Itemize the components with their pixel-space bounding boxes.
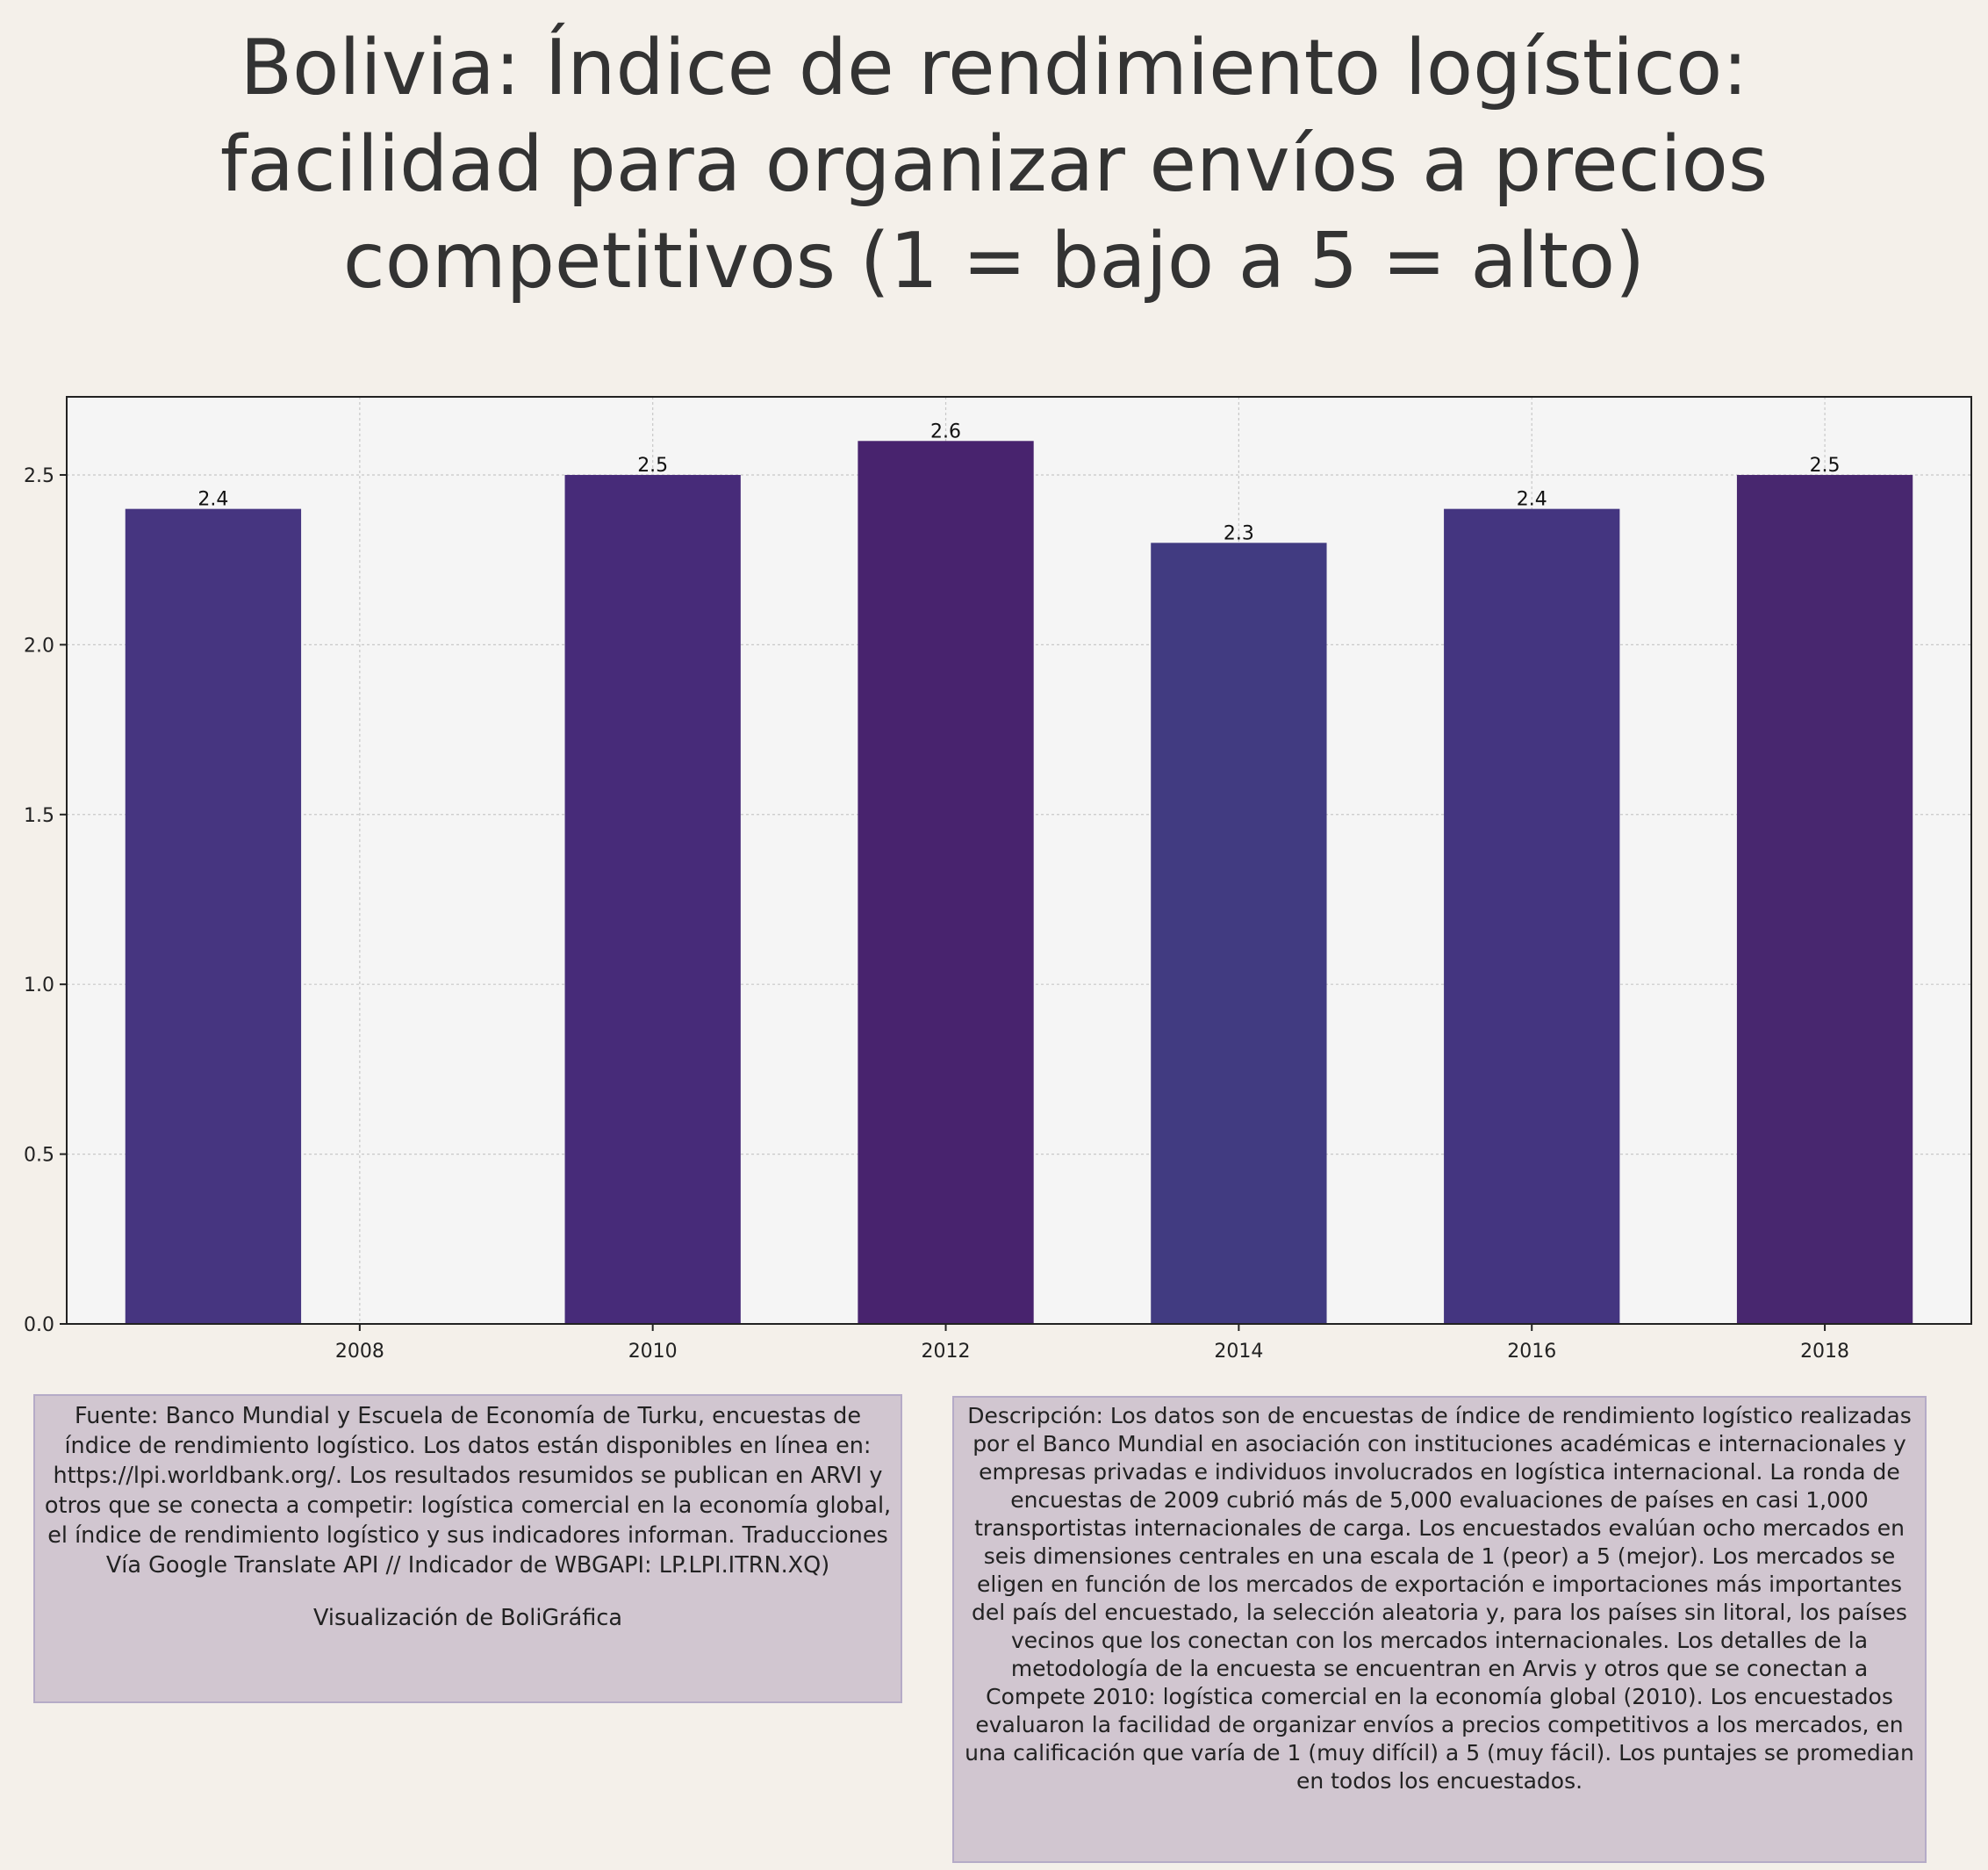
y-tick-label: 0.0 [24, 1314, 54, 1336]
chart-title-line-3: competitivos (1 = bajo a 5 = alto) [342, 216, 1646, 306]
x-tick-label: 2018 [1800, 1341, 1849, 1363]
bar-2007 [125, 508, 302, 1324]
chart-title-line-1: Bolivia: Índice de rendimiento logístico… [240, 23, 1748, 112]
source-text: Fuente: Banco Mundial y Escuela de Econo… [44, 1403, 892, 1579]
y-tick-label: 2.5 [24, 465, 54, 487]
credit-text: Visualización de BoliGráfica [312, 1605, 623, 1631]
bar-2016 [1444, 508, 1620, 1324]
data-label-2018: 2.5 [1810, 455, 1841, 477]
y-tick-label: 2.0 [24, 635, 54, 657]
x-tick-label: 2010 [628, 1341, 678, 1363]
bar-chart: 2.42.52.62.32.42.5 2008 2010 2012 2014 2016 2… [24, 396, 1972, 1363]
chart-title: Bolivia: Índice de rendimiento logístico… [0, 19, 1988, 309]
description-text: Descripción: Los datos son de encuestas … [965, 1403, 1914, 1794]
bars [125, 441, 1913, 1324]
data-label-2007: 2.4 [197, 489, 228, 511]
x-tick-label: 2014 [1214, 1341, 1263, 1363]
source-box: Fuente: Banco Mundial y Escuela de Econo… [33, 1394, 902, 1703]
chart-title-line-2: facilidad para organizar envíos a precio… [219, 119, 1769, 209]
x-tick-label: 2008 [335, 1341, 384, 1363]
y-axis: 0.0 0.5 1.0 1.5 2.0 2.5 [24, 465, 67, 1336]
data-labels: 2.4 2.5 2.6 2.3 2.4 2.5 [197, 421, 1840, 544]
x-tick-label: 2016 [1507, 1341, 1556, 1363]
y-tick-label: 1.0 [24, 975, 54, 996]
y-tick-label: 0.5 [24, 1145, 54, 1167]
bar-2012 [858, 441, 1034, 1324]
data-label-2014: 2.3 [1224, 522, 1254, 544]
y-tick-label: 1.5 [24, 805, 54, 827]
bar-2010 [564, 474, 741, 1324]
data-label-2016: 2.4 [1517, 489, 1547, 511]
bar-2014 [1151, 543, 1327, 1324]
bar-2018 [1736, 474, 1913, 1324]
description-box: Descripción: Los datos son de encuestas … [952, 1396, 1927, 1863]
data-label-2012: 2.6 [930, 421, 961, 442]
plot-frame [66, 396, 1972, 1325]
data-label-2010: 2.5 [637, 455, 668, 477]
x-axis: 2008 2010 2012 2014 2016 2018 [335, 1324, 1849, 1363]
x-tick-label: 2012 [922, 1341, 971, 1363]
